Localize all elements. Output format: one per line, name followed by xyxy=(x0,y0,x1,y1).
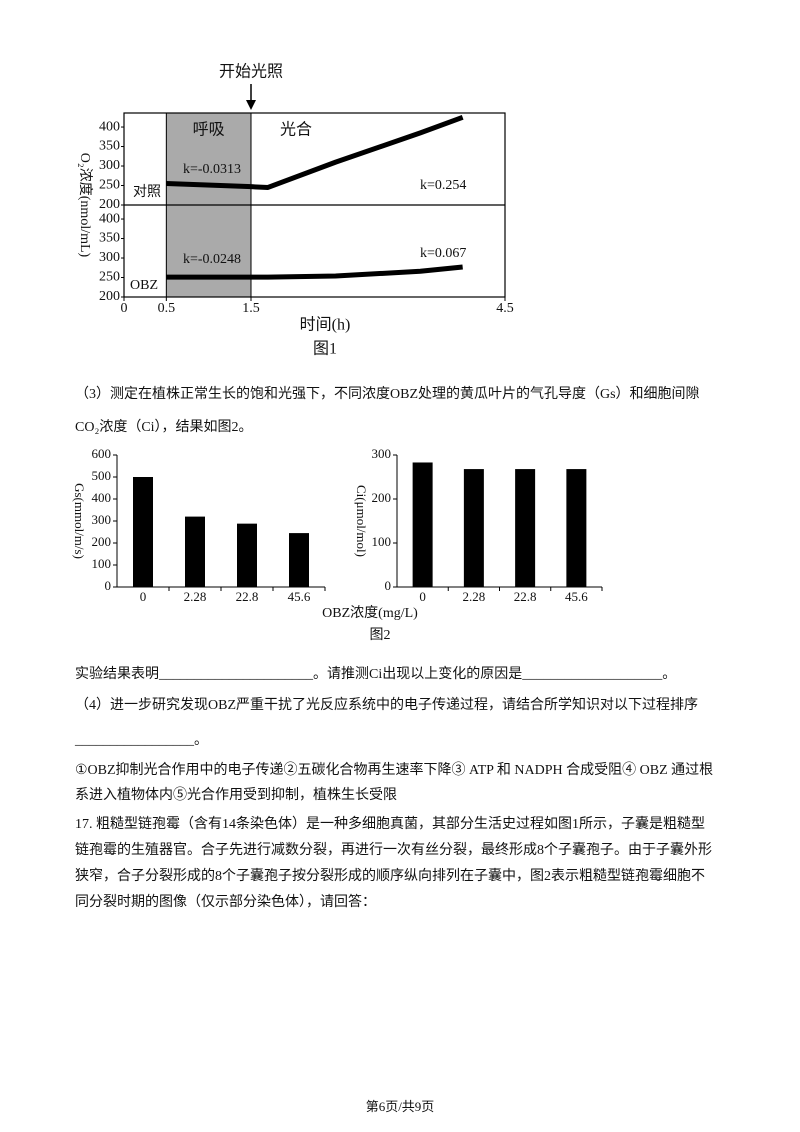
caption: 图1 xyxy=(313,341,337,358)
y-axis-label: Ci(μmol/mol) xyxy=(354,485,369,557)
bar xyxy=(463,469,484,587)
bar xyxy=(237,523,257,587)
x-tick-label: 22.8 xyxy=(514,589,537,604)
text-line: 17. 粗糙型链孢霉（含有14条染色体）是一种多细胞真菌，其部分生活史过程如图1… xyxy=(75,817,705,832)
bar xyxy=(515,469,536,587)
y-tick-label: 350 xyxy=(99,231,120,246)
text-line: 链孢霉的生殖器官。合子先进行减数分裂，再进行一次有丝分裂，最终形成8个子囊孢子。… xyxy=(75,843,712,858)
y-tick-label: 250 xyxy=(99,178,120,193)
bar xyxy=(133,477,153,587)
y-axis-label: O₂浓度(nmol/mL) xyxy=(77,153,93,258)
y-tick-label: 200 xyxy=(99,197,120,212)
y-tick-label: 300 xyxy=(99,158,120,173)
slope-label: k=0.067 xyxy=(420,246,466,261)
data-line xyxy=(166,264,463,280)
y-tick-label: 500 xyxy=(92,468,112,483)
x-axis-label: OBZ浓度(mg/L) xyxy=(322,605,418,621)
y-tick-label: 200 xyxy=(99,289,120,304)
y-tick-label: 400 xyxy=(92,490,112,505)
y-tick-label: 200 xyxy=(372,490,392,505)
panel-name: OBZ xyxy=(130,278,158,293)
y-tick-label: 200 xyxy=(92,534,112,549)
y-tick-label: 300 xyxy=(99,250,120,265)
slope-label: k=-0.0248 xyxy=(183,252,241,267)
x-tick-label: 1.5 xyxy=(242,301,260,316)
x-tick-label: 2.28 xyxy=(184,589,207,604)
x-tick-label: 45.6 xyxy=(565,589,588,604)
text-line: （4）进一步研究发现OBZ严重干扰了光反应系统中的电子传递过程，请结合所学知识对… xyxy=(75,698,698,713)
panel-name: 对照 xyxy=(133,184,161,200)
x-tick-label: 0 xyxy=(419,589,426,604)
phase-label: 光合 xyxy=(280,121,312,139)
data-line xyxy=(166,114,464,190)
y-tick-label: 600 xyxy=(92,446,112,461)
x-tick-label: 45.6 xyxy=(288,589,311,604)
arrow-head xyxy=(246,100,256,110)
y-tick-label: 100 xyxy=(92,556,112,571)
annotation: 开始光照 xyxy=(219,63,283,81)
text-line: 狭窄，合子分裂形成的8个子囊孢子按分裂形成的顺序纵向排列在子囊中，图2表示粗糙型… xyxy=(75,869,705,884)
slope-label: k=0.254 xyxy=(420,178,466,193)
text-line: 系进入植物体内⑤光合作用受到抑制，植株生长受限 xyxy=(75,788,397,803)
x-tick-label: 22.8 xyxy=(236,589,259,604)
bar xyxy=(185,516,205,587)
phase-label: 呼吸 xyxy=(193,121,225,139)
x-tick-label: 4.5 xyxy=(496,301,514,316)
y-tick-label: 350 xyxy=(99,139,120,154)
y-tick-label: 400 xyxy=(99,211,120,226)
bar xyxy=(289,533,309,587)
text-line: （3）测定在植株正常生长的饱和光强下，不同浓度OBZ处理的黄瓜叶片的气孔导度（G… xyxy=(75,387,700,402)
x-tick-label: 2.28 xyxy=(463,589,486,604)
text-line: _________________。 xyxy=(75,733,208,748)
y-tick-label: 100 xyxy=(372,534,392,549)
x-tick-label: 0 xyxy=(121,301,128,316)
y-tick-label: 0 xyxy=(105,578,112,593)
y-axis-label: Gs(mmol/m/s) xyxy=(72,483,87,559)
caption: 图2 xyxy=(370,628,391,643)
y-tick-label: 400 xyxy=(99,119,120,134)
y-tick-label: 300 xyxy=(92,512,112,527)
y-tick-label: 300 xyxy=(372,446,392,461)
y-tick-label: 250 xyxy=(99,270,120,285)
x-tick-label: 0 xyxy=(140,589,147,604)
text-line: 同分裂时期的图像（仅示部分染色体），请回答： xyxy=(75,895,376,910)
text-line: ①OBZ抑制光合作用中的电子传递②五碳化合物再生速率下降③ ATP 和 NADP… xyxy=(75,763,714,778)
y-tick-label: 0 xyxy=(385,578,392,593)
bar xyxy=(412,462,433,587)
footer: 第6页/共9页 xyxy=(365,1099,435,1114)
bar xyxy=(566,469,587,587)
x-axis-label: 时间(h) xyxy=(300,316,351,334)
slope-label: k=-0.0313 xyxy=(183,162,241,177)
text-line: CO₂浓度（Ci），结果如图2。 xyxy=(75,420,253,435)
text-line: 实验结果表明______________________。请推测Ci出现以上变化… xyxy=(75,667,677,682)
x-tick-label: 0.5 xyxy=(158,301,176,316)
